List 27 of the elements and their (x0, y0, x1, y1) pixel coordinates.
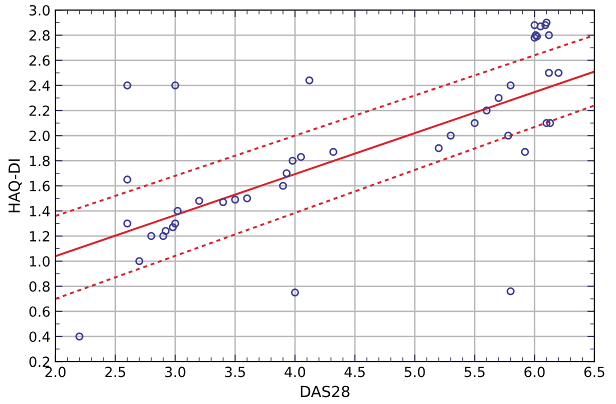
y-tick-label: 1.0 (30, 256, 50, 267)
x-tick-label: 3.5 (225, 366, 245, 378)
y-tick-label: 0.4 (29, 331, 50, 342)
y-tick-label: 2.2 (30, 105, 50, 116)
x-tick-label: 5.5 (464, 366, 484, 378)
y-tick-label: 2.8 (30, 30, 50, 41)
y-tick-label: 2.4 (30, 80, 50, 91)
y-tick-label: 0.8 (29, 281, 50, 292)
x-tick-label: 4.0 (284, 366, 306, 378)
x-tick-label: 4.5 (344, 366, 365, 378)
x-tick-label: 3.0 (165, 366, 186, 378)
y-tick-label: 1.2 (30, 231, 50, 242)
x-axis-title: DAS28 (300, 386, 350, 398)
y-tick-label: 1.6 (30, 180, 50, 192)
x-tick-label: 5.0 (404, 366, 425, 378)
y-tick-label: 2.0 (30, 130, 50, 142)
x-tick-label: 2.5 (105, 366, 126, 378)
y-axis-title: HAQ-DI (8, 159, 22, 212)
y-tick-label: 2.6 (30, 55, 50, 66)
x-tick-label: 6.5 (584, 366, 604, 378)
y-tick-label: 0.2 (29, 356, 50, 368)
y-tick-label: 3.0 (30, 5, 50, 16)
x-tick-label: 6.0 (524, 366, 545, 378)
y-tick-label: 0.6 (29, 306, 50, 317)
x-tick-label: 2.0 (45, 366, 66, 378)
y-tick-label: 1.4 (30, 206, 50, 216)
y-tick-label: 1.8 (30, 156, 50, 166)
